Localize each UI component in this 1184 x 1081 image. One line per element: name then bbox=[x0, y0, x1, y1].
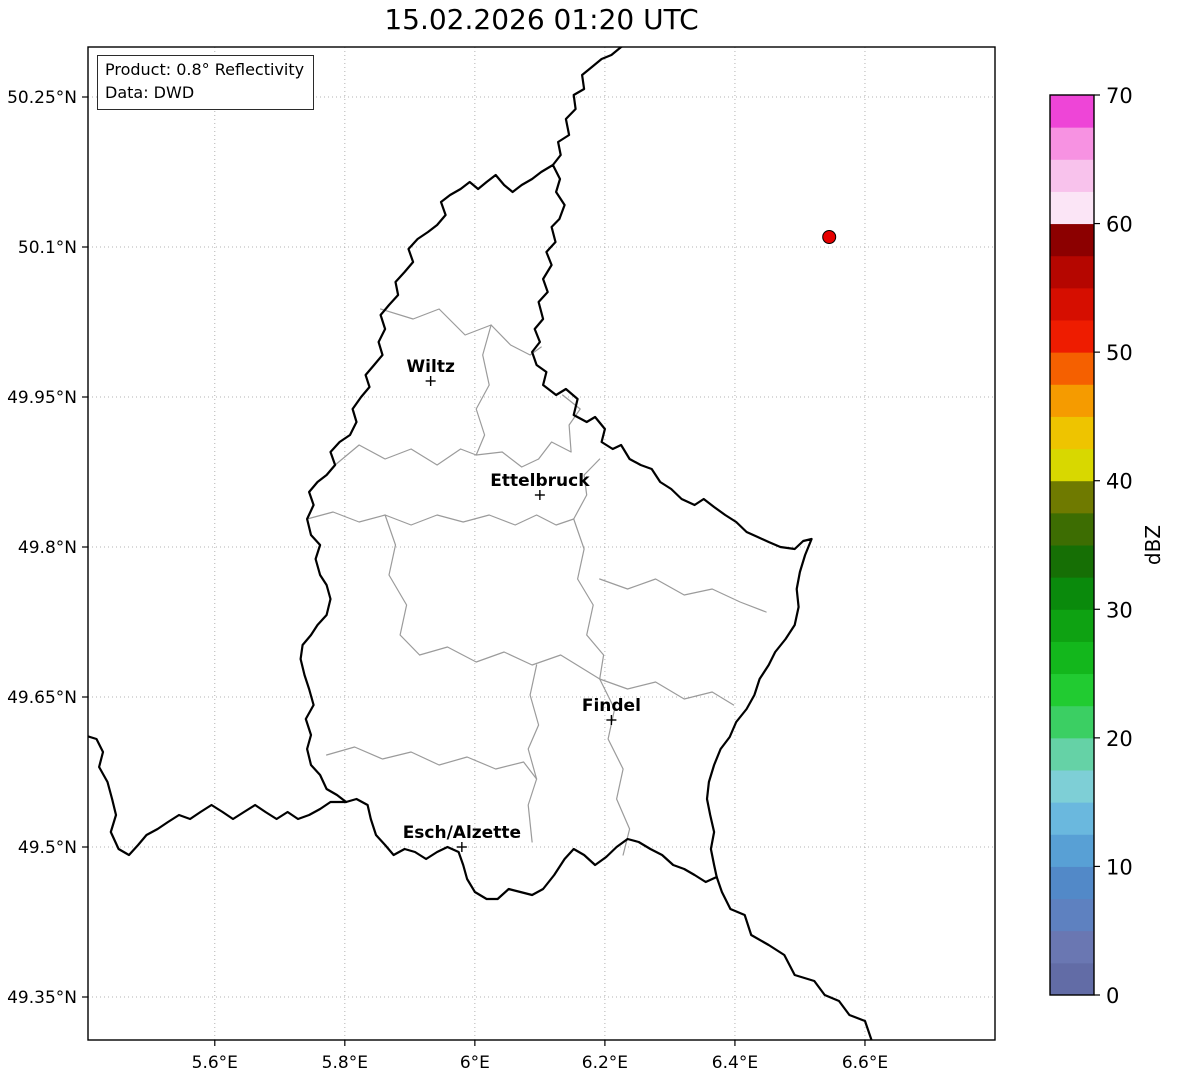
colorbar-segment bbox=[1050, 320, 1094, 353]
colorbar-segment bbox=[1050, 448, 1094, 482]
colorbar-segment bbox=[1050, 352, 1094, 385]
canton-border-segment bbox=[599, 678, 735, 706]
colorbar-segment bbox=[1050, 416, 1094, 450]
lon-tick-label: 6.4°E bbox=[712, 1053, 758, 1073]
canton-border-segment bbox=[306, 511, 575, 526]
colorbar-tick-label: 50 bbox=[1106, 341, 1133, 365]
canton-border-segment bbox=[475, 324, 492, 456]
canton-border-segment bbox=[380, 308, 542, 356]
colorbar-segment bbox=[1050, 577, 1094, 610]
colorbar-segment bbox=[1050, 673, 1094, 707]
country-borders bbox=[88, 47, 873, 1040]
colorbar-segment bbox=[1050, 127, 1094, 160]
colorbar-segment bbox=[1050, 930, 1094, 964]
colorbar-segment bbox=[1050, 705, 1094, 739]
colorbar-segment bbox=[1050, 866, 1094, 900]
canton-border-segment bbox=[326, 746, 538, 780]
colorbar-frame bbox=[1049, 94, 1095, 996]
lon-tick-label: 6°E bbox=[460, 1053, 490, 1073]
lat-tick-label: 49.95°N bbox=[7, 388, 77, 408]
colorbar-segment bbox=[1050, 802, 1094, 835]
canton-border-segment bbox=[573, 458, 601, 520]
colorbar-segment bbox=[1050, 255, 1094, 289]
lat-tick-label: 49.65°N bbox=[7, 688, 77, 708]
colorbar-segment bbox=[1050, 95, 1094, 128]
colorbar-segment bbox=[1050, 223, 1094, 257]
colorbar-segment bbox=[1050, 609, 1094, 642]
canton-border-segment bbox=[573, 518, 605, 680]
colorbar-segment bbox=[1050, 898, 1094, 932]
colorbar-tick-label: 40 bbox=[1106, 470, 1133, 494]
city-markers: Wiltz Ettelbruck Findel Esch/Alzette bbox=[403, 357, 641, 852]
canton-border-segment bbox=[599, 678, 631, 856]
luxembourg-border bbox=[299, 163, 813, 901]
figure-title: 15.02.2026 01:20 UTC bbox=[384, 3, 699, 36]
colorbar-segment bbox=[1050, 770, 1094, 803]
lon-tick-label: 6.2°E bbox=[582, 1053, 628, 1073]
country-border-segment bbox=[715, 875, 873, 1040]
country-border-segment bbox=[551, 47, 624, 167]
canton-border-segment bbox=[527, 664, 540, 843]
radar-detection-marker bbox=[822, 230, 837, 244]
canton-border-segment bbox=[599, 578, 767, 613]
canton-border-segment bbox=[334, 444, 540, 468]
colorbar-tick-label: 10 bbox=[1106, 855, 1133, 879]
colorbar-segment bbox=[1050, 512, 1094, 546]
info-source-line: Data: DWD bbox=[105, 82, 195, 102]
lat-tick-label: 49.5°N bbox=[18, 838, 77, 858]
map-frame bbox=[87, 46, 996, 1041]
city-label: Findel bbox=[582, 696, 641, 716]
city-label: Wiltz bbox=[406, 357, 455, 377]
city-label: Ettelbruck bbox=[490, 471, 590, 491]
colorbar-tick-label: 60 bbox=[1106, 213, 1133, 237]
colorbar-segment bbox=[1050, 191, 1094, 225]
axis-ticks-and-labels: 5.6°E 5.8°E 6°E 6.2°E 6.4°E 6.6°E 50.25°N 50.1°… bbox=[7, 88, 888, 1073]
lat-tick-label: 50.25°N bbox=[7, 88, 77, 108]
radar-point bbox=[822, 230, 837, 244]
lat-tick-label: 49.8°N bbox=[18, 538, 77, 558]
colorbar-segment bbox=[1050, 287, 1094, 321]
colorbar-segment bbox=[1050, 737, 1094, 771]
info-box: Product: 0.8° Reflectivity Data: DWD bbox=[97, 55, 315, 111]
info-product-line: Product: 0.8° Reflectivity bbox=[105, 60, 305, 79]
lat-tick-label: 50.1°N bbox=[18, 238, 77, 258]
city-label: Esch/Alzette bbox=[403, 823, 521, 843]
colorbar-tick-label: 20 bbox=[1106, 727, 1133, 751]
canton-border-segment bbox=[538, 394, 581, 460]
lon-tick-label: 5.8°E bbox=[322, 1053, 368, 1073]
colorbar-tick-label: 0 bbox=[1106, 984, 1119, 1008]
colorbar-segment bbox=[1050, 834, 1094, 867]
graticule-gridlines bbox=[88, 47, 995, 1040]
lat-tick-label: 49.35°N bbox=[7, 988, 77, 1008]
colorbar-unit-label: dBZ bbox=[1141, 525, 1165, 565]
lon-tick-label: 6.6°E bbox=[842, 1053, 888, 1073]
colorbar-segment bbox=[1050, 962, 1094, 996]
canton-border-segment bbox=[419, 646, 601, 680]
lon-tick-label: 5.6°E bbox=[192, 1053, 238, 1073]
canton-border-segment bbox=[384, 514, 421, 656]
country-border-segment bbox=[88, 735, 348, 857]
colorbar-tick-label: 30 bbox=[1106, 598, 1133, 622]
colorbar-segment bbox=[1050, 384, 1094, 417]
colorbar-segment bbox=[1050, 545, 1094, 578]
canton-borders bbox=[306, 308, 767, 856]
colorbar-tick-label: 70 bbox=[1106, 84, 1133, 108]
colorbar-segment bbox=[1050, 641, 1094, 675]
colorbar: 0 10 20 30 40 50 60 70 bbox=[1049, 84, 1133, 1008]
colorbar-segment bbox=[1050, 480, 1094, 514]
colorbar-segment bbox=[1050, 159, 1094, 192]
